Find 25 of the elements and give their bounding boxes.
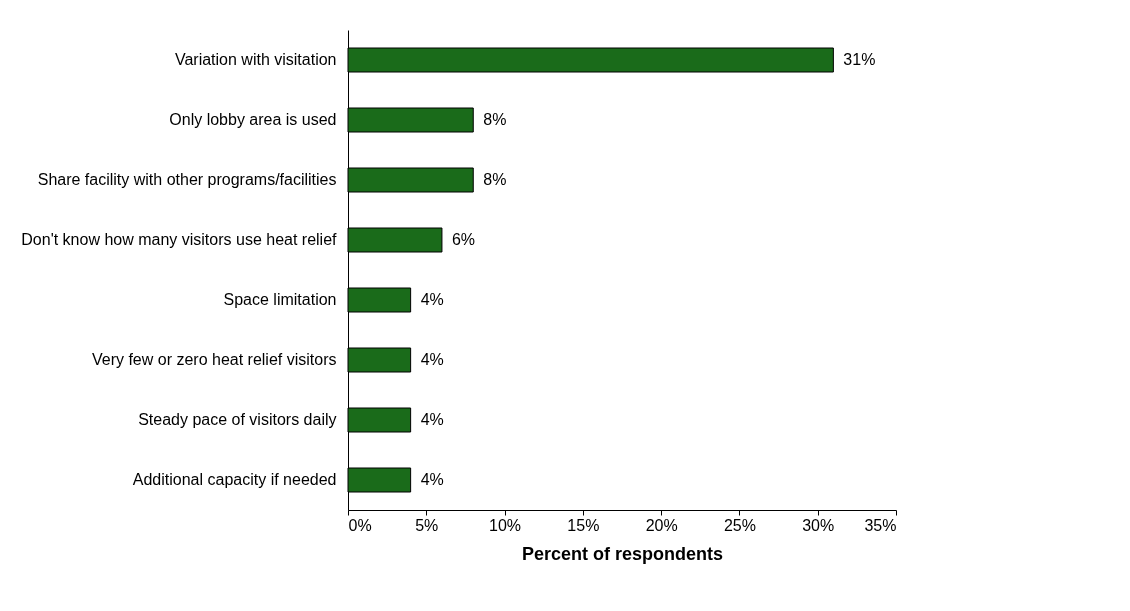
y-tick-label: Space limitation <box>223 291 337 308</box>
y-tick-label: Very few or zero heat relief visitors <box>91 351 337 368</box>
data-label: 8% <box>483 171 507 188</box>
x-tick-label: 15% <box>567 516 600 534</box>
x-tick-label: 35% <box>864 516 897 534</box>
x-tick-label: 0% <box>348 516 372 534</box>
y-tick-label: Variation with visitation <box>174 51 337 68</box>
data-label: 4% <box>420 471 444 488</box>
x-tick-label: 25% <box>723 516 756 534</box>
y-tick-label: Only lobby area is used <box>169 111 337 128</box>
data-label: 6% <box>451 231 476 248</box>
y-tick-label: Steady pace of visitors daily <box>138 411 337 428</box>
x-tick-label: 30% <box>802 516 835 534</box>
data-label: 8% <box>483 111 507 128</box>
y-tick-label: Don't know how many visitors use heat relief <box>21 231 338 248</box>
x-axis-title: Percent of respondents <box>521 543 724 564</box>
x-tick-label: 5% <box>415 516 439 534</box>
data-label: 4% <box>420 291 444 308</box>
x-tick-label: 10% <box>489 516 522 534</box>
data-label: 4% <box>420 411 444 428</box>
y-tick-label: Share facility with other programs/facilities <box>37 171 337 188</box>
data-label: 4% <box>420 351 444 368</box>
x-tick-label: 20% <box>645 516 678 534</box>
y-tick-label: Additional capacity if needed <box>132 471 337 488</box>
data-label: 31% <box>843 51 876 68</box>
